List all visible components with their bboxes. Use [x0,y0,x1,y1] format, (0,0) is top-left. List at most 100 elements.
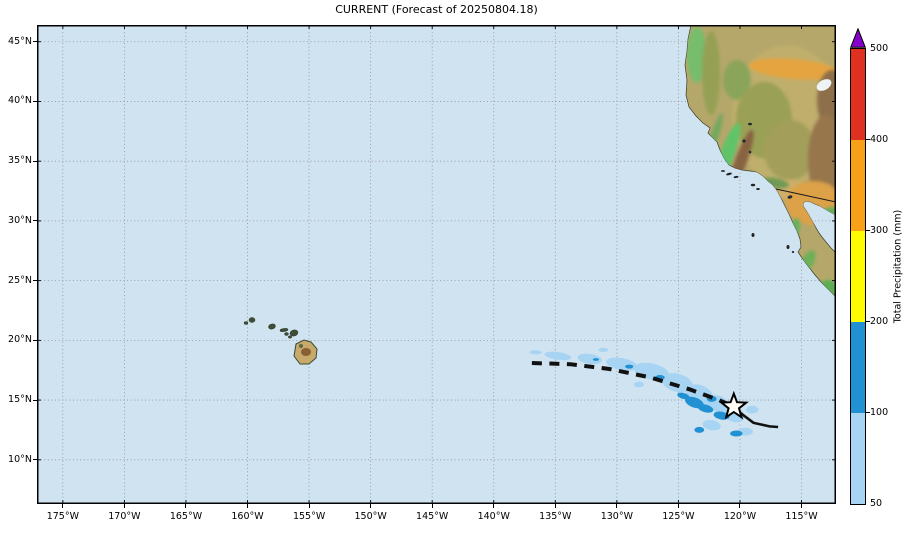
colorbar-label: Total Precipitation (mm) [892,209,904,324]
x-tick-label: 140°W [477,511,510,522]
x-tick-label: 130°W [600,511,633,522]
y-tick-label: 35°N [8,155,32,167]
x-tick-mark [62,504,64,508]
y-tick-label: 10°N [8,453,32,465]
colorbar-tick-label: 200 [870,315,889,327]
x-tick-label: 150°W [354,511,387,522]
y-tick-label: 15°N [8,394,32,406]
colorbar-tick-label: 300 [870,224,889,236]
x-tick-label: 135°W [539,511,572,522]
niihau-island [243,321,249,325]
precip-blob [625,364,634,369]
x-tick-mark [247,504,249,508]
axis-inner-ticks [37,25,836,504]
precip-blob [702,420,721,431]
y-tick-label: 25°N [8,274,32,286]
colorbar-segment [851,322,865,413]
colorbar-segment [851,140,865,231]
molokai-island [279,328,289,332]
storm-track [531,361,779,429]
precip-blob [577,353,603,365]
x-tick-label: 155°W [292,511,326,522]
y-tick-label: 20°N [8,334,32,346]
colorbar [850,48,866,505]
storm-position-star [718,390,749,420]
north-america-landmass [684,24,837,298]
x-tick-mark [677,504,679,508]
y-tick-mark [33,100,37,102]
colorbar-tick-label: 400 [870,133,889,145]
kauai-island [248,317,256,323]
colorbar-segment [851,413,865,504]
y-tick-mark [33,339,37,341]
x-tick-label: 145°W [416,511,449,522]
y-tick-mark [33,459,37,461]
x-tick-mark [493,504,495,508]
mono-lake-dot [748,150,752,154]
colorbar-segment [851,49,865,140]
x-tick-label: 125°W [662,511,695,522]
colorbar-tick-label: 50 [870,497,883,509]
x-tick-label: 175°W [46,511,79,522]
precip-blob [697,404,714,413]
x-tick-mark [801,504,803,508]
y-tick-mark [33,220,37,222]
y-tick-label: 45°N [8,35,32,47]
map-canvas [37,24,837,504]
salton-sea-dot [787,195,793,199]
x-tick-label: 170°W [108,511,141,522]
colorbar-tick-mark [866,320,870,322]
x-tick-label: 160°W [231,511,264,522]
precip-blob [677,392,690,400]
precip-blob [746,405,759,414]
y-tick-mark [33,399,37,401]
colorbar-over-triangle [850,28,866,48]
x-tick-label: 115°W [785,511,818,522]
x-tick-mark [431,504,433,508]
oahu-island [268,323,276,330]
x-tick-label: 165°W [169,511,203,522]
x-tick-mark [739,504,741,508]
map-border [37,25,836,504]
map-panel [37,24,837,504]
y-tick-mark [33,41,37,43]
x-tick-mark [616,504,618,508]
colorbar-tick-label: 100 [870,406,889,418]
precip-blob [634,381,644,388]
x-tick-mark [370,504,372,508]
storm-track-dashed [531,361,731,407]
x-tick-mark [123,504,125,508]
precip-light-shading [529,347,759,436]
x-tick-mark [554,504,556,508]
kahoolawe-island [287,335,293,339]
y-tick-mark [33,160,37,162]
y-tick-label: 30°N [8,214,32,226]
x-tick-mark [308,504,310,508]
big-island-peaks [301,348,311,356]
colorbar-tick-label: 500 [870,42,889,54]
precip-blob [544,351,572,361]
maui-island [289,329,299,337]
lanai-island [284,332,289,336]
precip-blob [598,347,609,352]
terrain-shading [687,27,836,296]
x-tick-label: 120°W [723,511,757,522]
lake-tahoe-dot [742,139,746,143]
us-mexico-border-line [775,188,836,203]
y-tick-label: 40°N [8,95,32,107]
colorbar-segment [851,231,865,322]
colorbar-tick-mark [866,138,870,140]
pyramid-lake-dot [748,122,752,126]
precip-blob [661,373,693,393]
y-tick-mark [33,280,37,282]
hawaiian-islands [243,317,318,365]
offshore-islands [721,170,795,253]
figure-title: CURRENT (Forecast of 20250804.18) [335,3,538,16]
precip-blob [592,358,600,361]
colorbar-tick-mark [866,229,870,231]
colorbar-tick-mark [866,411,870,413]
x-tick-mark [185,504,187,508]
precip-blob [529,350,542,355]
precip-blob [694,426,705,433]
